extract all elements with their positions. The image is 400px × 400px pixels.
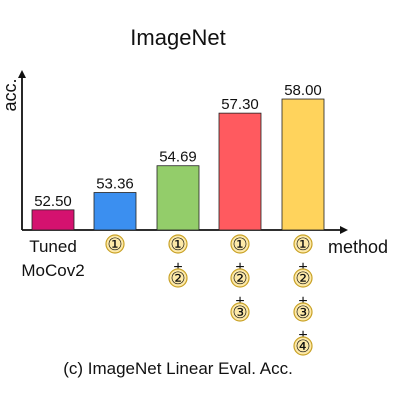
bar-2 <box>156 165 200 231</box>
step-marker-circle <box>168 268 188 288</box>
step-marker-4-0: ① <box>293 234 313 254</box>
data-labels: 52.50 53.36 54.69 57.30 58.00 <box>34 82 322 210</box>
step-marker-circle <box>230 268 250 288</box>
tick-plus-3-1: + <box>235 259 244 276</box>
bar-4 <box>281 98 325 231</box>
step-marker-3-4: ③ <box>230 302 250 322</box>
tick-label-0-1: MoCov2 <box>21 261 84 280</box>
data-label-4: 58.00 <box>284 82 322 99</box>
step-marker-4-2: ② <box>293 268 313 288</box>
step-marker-circle <box>293 234 313 254</box>
step-marker-label: ① <box>107 235 122 254</box>
step-marker-label: ④ <box>295 337 310 356</box>
step-marker-label: ① <box>295 235 310 254</box>
step-marker-circle <box>105 234 125 254</box>
step-marker-label: ② <box>295 269 310 288</box>
step-marker-circle <box>293 302 313 322</box>
step-marker-label: ③ <box>295 303 310 322</box>
step-marker-4-6: ④ <box>293 336 313 356</box>
step-marker-label: ① <box>170 235 185 254</box>
step-marker-1-0: ① <box>105 234 125 254</box>
data-label-2: 54.69 <box>159 149 197 166</box>
tick-plus-4-3: + <box>298 293 307 310</box>
step-marker-circle <box>293 268 313 288</box>
y-axis-label: acc. <box>0 78 20 111</box>
data-label-0: 52.50 <box>34 193 72 210</box>
step-marker-3-2: ② <box>230 268 250 288</box>
chart-caption: (c) ImageNet Linear Eval. Acc. <box>63 359 293 378</box>
step-marker-3-0: ① <box>230 234 250 254</box>
step-marker-label: ③ <box>232 303 247 322</box>
tick-plus-3-3: + <box>235 293 244 310</box>
step-marker-4-4: ③ <box>293 302 313 322</box>
tick-plus-4-1: + <box>298 259 307 276</box>
data-label-1: 53.36 <box>96 176 134 193</box>
tick-plus-2-1: + <box>173 259 182 276</box>
data-label-3: 57.30 <box>221 96 259 113</box>
step-marker-2-0: ① <box>168 234 188 254</box>
tick-plus-4-5: + <box>298 327 307 344</box>
step-marker-circle <box>230 234 250 254</box>
bar-3 <box>218 112 262 231</box>
bar-0 <box>31 209 75 231</box>
step-marker-2-2: ② <box>168 268 188 288</box>
bars <box>31 98 325 231</box>
bar-1 <box>93 192 137 231</box>
tick-label-0-0: Tuned <box>29 237 77 256</box>
step-marker-circle <box>230 302 250 322</box>
step-marker-label: ① <box>232 235 247 254</box>
chart-title: ImageNet <box>130 25 225 50</box>
step-marker-circle <box>293 336 313 356</box>
step-marker-label: ② <box>232 269 247 288</box>
step-marker-label: ② <box>170 269 185 288</box>
x-axis-label: method <box>328 237 388 257</box>
step-marker-circle <box>168 234 188 254</box>
